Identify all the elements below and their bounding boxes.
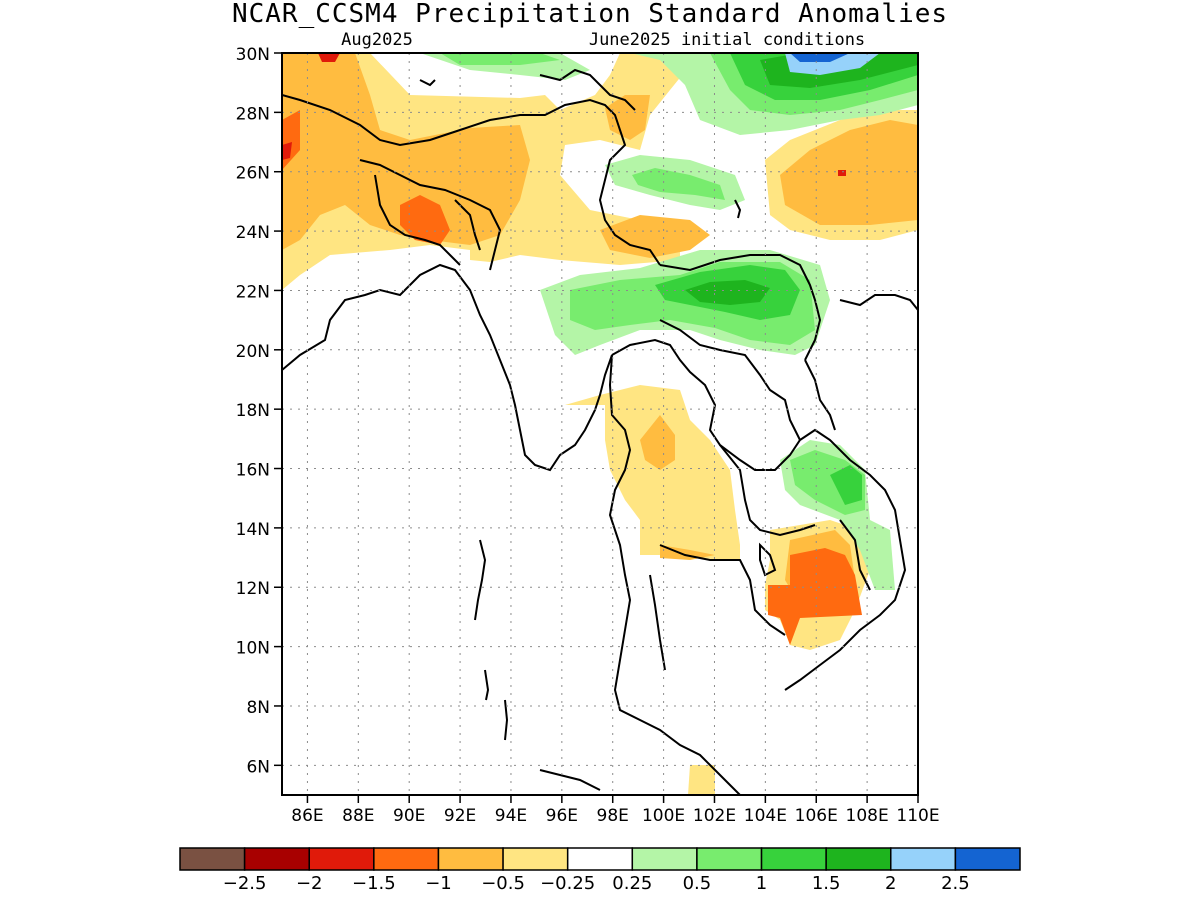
legend-color-swatch — [631, 847, 698, 871]
initial-conditions-label: June2025 initial conditions — [589, 30, 865, 50]
lon-tick-label: 106E — [795, 806, 838, 826]
legend-color-swatch — [243, 847, 310, 871]
legend-color-swatch — [437, 847, 504, 871]
legend-color-swatch — [825, 847, 892, 871]
valid-month-label: Aug2025 — [341, 30, 413, 50]
lon-tick-label: 102E — [693, 806, 736, 826]
lat-tick-label: 8N — [246, 698, 270, 718]
anomaly-region-orange — [282, 53, 918, 605]
lon-tick-label: 96E — [546, 806, 578, 826]
legend-color-swatch — [179, 847, 246, 871]
lon-tick-label: 88E — [342, 806, 374, 826]
legend-label: −0.25 — [540, 873, 595, 894]
map-frame — [281, 52, 919, 796]
legend-label: −2 — [296, 873, 323, 894]
legend-label: 1 — [756, 873, 767, 894]
legend-label: 2 — [885, 873, 896, 894]
legend-color-swatch — [696, 847, 763, 871]
coastlines-and-borders — [282, 68, 918, 795]
legend-label: −2.5 — [223, 873, 267, 894]
color-scale-legend: −2.5 −2 −1.5 −1 −0.5 −0.25 0.25 0.5 1 1.5 2 2.5 — [179, 847, 1021, 894]
lon-tick-label: 104E — [744, 806, 787, 826]
lat-tick-label: 18N — [236, 401, 270, 421]
island-outlines — [419, 79, 777, 791]
map-gridlines — [282, 52, 919, 795]
legend-label: 2.5 — [941, 873, 970, 894]
legend-color-swatch — [760, 847, 827, 871]
lat-tick-label: 6N — [246, 757, 270, 777]
lon-tick-label: 108E — [846, 806, 889, 826]
legend-color-swatch — [308, 847, 375, 871]
lat-tick-label: 30N — [236, 45, 270, 65]
lat-tick-label: 14N — [236, 520, 270, 540]
lon-tick-label: 110E — [896, 806, 939, 826]
longitude-axis: 86E 88E 90E 92E 94E 96E 98E 100E 102E 104E 106E 108… — [291, 795, 940, 826]
lon-tick-label: 86E — [291, 806, 323, 826]
legend-color-swatch — [566, 847, 634, 871]
lon-tick-label: 100E — [642, 806, 685, 826]
lon-tick-label: 92E — [444, 806, 476, 826]
lat-tick-label: 28N — [236, 104, 270, 124]
anomaly-region-red — [282, 53, 846, 176]
legend-label: 0.5 — [683, 873, 712, 894]
legend-label: −1.5 — [352, 873, 396, 894]
lat-tick-label: 12N — [236, 579, 270, 599]
lon-tick-label: 90E — [393, 806, 425, 826]
legend-color-swatch — [373, 847, 440, 871]
lon-tick-label: 94E — [495, 806, 527, 826]
anomaly-region-blue — [790, 53, 850, 62]
latitude-axis: 30N 28N 26N 24N 22N 20N 18N 16N 14N 12N 10N 8N 6N — [236, 45, 282, 777]
legend-color-swatch — [890, 847, 957, 871]
lat-tick-label: 10N — [236, 639, 270, 659]
map-title: NCAR_CCSM4 Precipitation Standard Anomal… — [232, 0, 948, 29]
lat-tick-label: 26N — [236, 164, 270, 184]
legend-label: 0.25 — [612, 873, 652, 894]
lat-tick-label: 20N — [236, 342, 270, 362]
legend-label: −1 — [425, 873, 452, 894]
legend-label: 1.5 — [812, 873, 841, 894]
lon-tick-label: 98E — [597, 806, 629, 826]
legend-label: −0.5 — [481, 873, 525, 894]
lat-tick-label: 22N — [236, 282, 270, 302]
legend-color-swatch — [954, 847, 1021, 871]
lat-tick-label: 16N — [236, 461, 270, 481]
legend-color-swatch — [502, 847, 569, 871]
lat-tick-label: 24N — [236, 223, 270, 243]
